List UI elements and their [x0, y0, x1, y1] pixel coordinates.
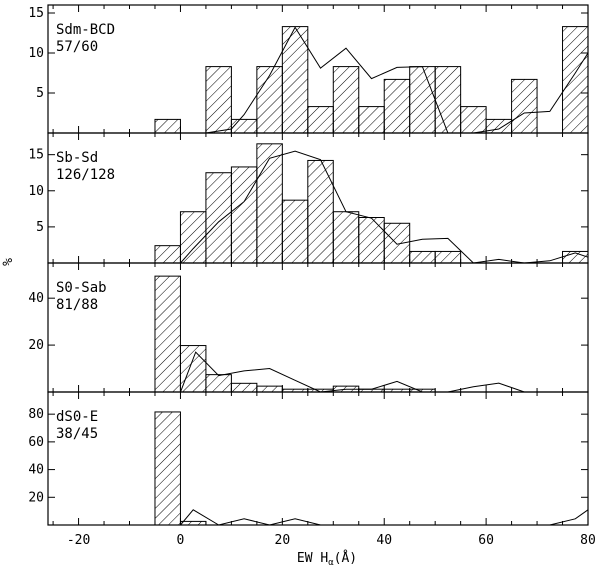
hist-bar — [205, 374, 232, 393]
hist-bar — [230, 382, 258, 393]
hist-bar — [256, 143, 283, 264]
y-tick-label: 80 — [28, 407, 44, 422]
hist-bars — [154, 26, 589, 134]
x-tick-label: 40 — [376, 533, 392, 548]
y-tick-label: 10 — [28, 46, 44, 61]
x-axis-title: EW Hα(Å) — [297, 550, 357, 567]
panel-count-label: 81/88 — [56, 297, 98, 313]
panel-type-label: Sb-Sd — [56, 150, 98, 166]
hist-bars — [154, 411, 207, 526]
panel-ds0-e: 20 40 60 80 dS0-E38/45 — [28, 391, 589, 526]
hist-bar — [485, 118, 513, 134]
hist-bar — [434, 66, 462, 134]
y-tick-label: 15 — [28, 6, 44, 21]
hist-bars — [154, 275, 436, 393]
hist-bar — [179, 211, 207, 264]
hist-bars — [154, 143, 589, 264]
x-tick-label: 80 — [580, 533, 595, 548]
hist-bar — [383, 78, 411, 134]
x-axis-title-sub: α — [328, 558, 334, 567]
hist-bar — [205, 172, 232, 264]
hist-bar — [460, 106, 487, 134]
panel-frame — [47, 391, 589, 526]
y-tick-label: 20 — [28, 490, 44, 505]
model-line — [180, 26, 589, 134]
panel-frame — [47, 262, 589, 393]
hist-bar — [409, 66, 436, 134]
y-tick-label: 40 — [28, 463, 44, 478]
hist-bar — [154, 275, 181, 393]
y-axis-title: % — [1, 258, 16, 266]
y-tick-label: 40 — [28, 291, 44, 306]
x-tick-label: 60 — [478, 533, 494, 548]
hist-bar — [332, 211, 360, 264]
y-tick-label: 5 — [36, 86, 44, 101]
x-tick-label: 20 — [275, 533, 291, 548]
model-line — [155, 509, 589, 526]
panel-type-label: S0-Sab — [56, 280, 107, 296]
x-tick-label: 0 — [177, 533, 185, 548]
hist-bar — [179, 345, 207, 393]
y-tick-label: 15 — [28, 148, 44, 163]
hist-bar — [256, 66, 283, 134]
hist-bar — [383, 222, 411, 264]
hist-bar — [154, 118, 181, 134]
hist-bar — [281, 199, 309, 264]
hist-bar — [511, 78, 538, 134]
panel-count-label: 38/45 — [56, 426, 98, 442]
hist-bar — [434, 250, 462, 264]
hist-bar — [307, 106, 334, 134]
panel-type-label: Sdm-BCD — [56, 22, 115, 38]
panel-count-label: 126/128 — [56, 167, 115, 183]
panel-type-label: dS0-E — [56, 409, 98, 425]
y-tick-label: 20 — [28, 338, 44, 353]
hist-bar — [256, 385, 283, 393]
y-tick-label: 10 — [28, 184, 44, 199]
y-tick-label: 60 — [28, 435, 44, 450]
hist-bar — [332, 66, 360, 134]
x-axis: -20 0 20 40 60 80 — [52, 5, 595, 548]
hist-bar — [205, 66, 232, 134]
hist-bar — [562, 26, 589, 134]
hist-bar — [230, 166, 258, 264]
hist-bar — [179, 520, 207, 526]
hist-bar — [358, 217, 385, 264]
y-tick-label: 5 — [36, 220, 44, 235]
x-axis-title-unit: (Å) — [334, 550, 357, 566]
hist-bar — [358, 106, 385, 134]
hist-bar — [230, 118, 258, 134]
x-tick-label: -20 — [67, 533, 90, 548]
hist-bar — [154, 411, 181, 526]
hist-bar — [409, 250, 436, 264]
panel-count-label: 57/60 — [56, 39, 98, 55]
hist-bar — [154, 245, 181, 264]
hist-bar — [307, 159, 334, 264]
x-axis-title-main: EW H — [297, 551, 328, 566]
